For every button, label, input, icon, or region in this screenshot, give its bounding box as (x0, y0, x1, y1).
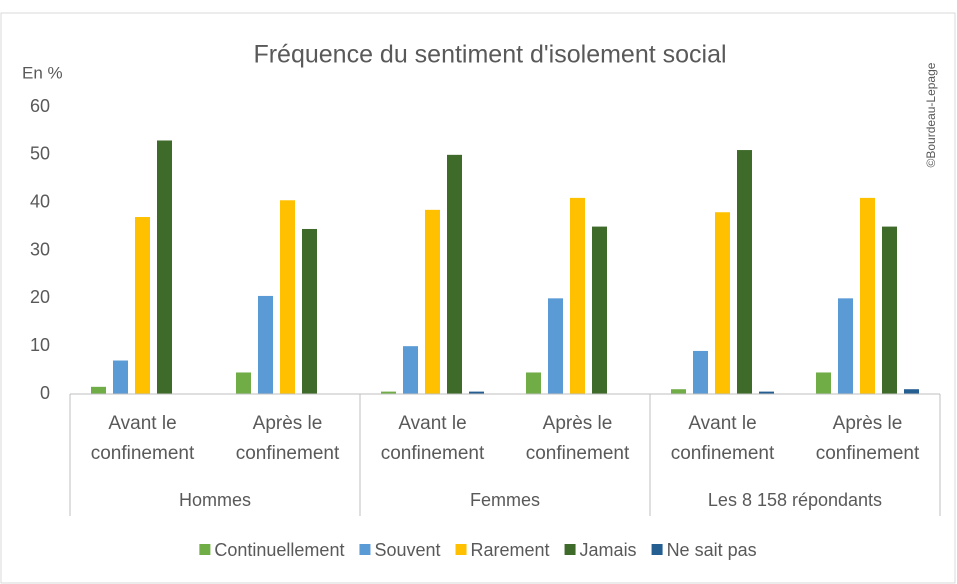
bar (592, 226, 607, 394)
x-tick-label: Après le confinement (525, 413, 630, 464)
bar (447, 154, 462, 394)
legend-swatch (455, 544, 467, 555)
y-tick-label: 30 (30, 239, 50, 259)
bar (157, 140, 172, 394)
x-tick-label: Avant le confinement (380, 413, 485, 464)
group-label: Hommes (179, 490, 251, 510)
bar (671, 389, 686, 394)
bar (548, 298, 563, 394)
bar (816, 372, 831, 394)
bar (236, 372, 251, 394)
bar (715, 212, 730, 394)
legend-swatch (564, 544, 576, 555)
legend-label: Continuellement (214, 540, 344, 560)
y-tick-label: 60 (30, 96, 50, 116)
bar (258, 295, 273, 394)
frame (0, 12, 956, 584)
y-tick-label: 20 (30, 287, 50, 307)
bar (403, 346, 418, 394)
y-axis-label: En % (22, 63, 63, 82)
bar (135, 217, 150, 394)
legend-label: Souvent (374, 540, 440, 560)
legend-swatch (651, 544, 663, 555)
legend-swatch (199, 544, 211, 555)
x-tick-label: Avant le confinement (90, 413, 195, 464)
bar (759, 391, 774, 394)
bar (838, 298, 853, 394)
chart-title: Fréquence du sentiment d'isolement socia… (253, 41, 726, 69)
legend-swatch (359, 544, 371, 555)
y-tick-label: 40 (30, 191, 50, 211)
bar (737, 150, 752, 394)
bar (526, 372, 541, 394)
bar (882, 226, 897, 394)
bar (469, 391, 484, 394)
bar (693, 350, 708, 394)
annotation: ©Bourdeau-Lepage (924, 62, 938, 167)
bar (113, 360, 128, 394)
legend-label: Jamais (580, 540, 637, 560)
y-tick-label: 10 (30, 335, 50, 355)
legend-label: Rarement (471, 540, 550, 560)
x-tick-label: Après le confinement (815, 413, 920, 464)
x-tick-label: Avant le confinement (670, 413, 775, 464)
bar (860, 197, 875, 394)
y-tick-label: 50 (30, 144, 50, 164)
legend-label: Ne sait pas (667, 540, 757, 560)
group-label: Les 8 158 répondants (708, 490, 882, 510)
y-tick-label: 0 (40, 383, 50, 403)
group-label: Femmes (470, 490, 540, 510)
bar (381, 391, 396, 394)
bar (302, 228, 317, 394)
bar (904, 389, 919, 394)
bar (91, 386, 106, 394)
x-tick-label: Après le confinement (235, 413, 340, 464)
bar (570, 197, 585, 394)
bar (425, 209, 440, 394)
bar (280, 200, 295, 394)
